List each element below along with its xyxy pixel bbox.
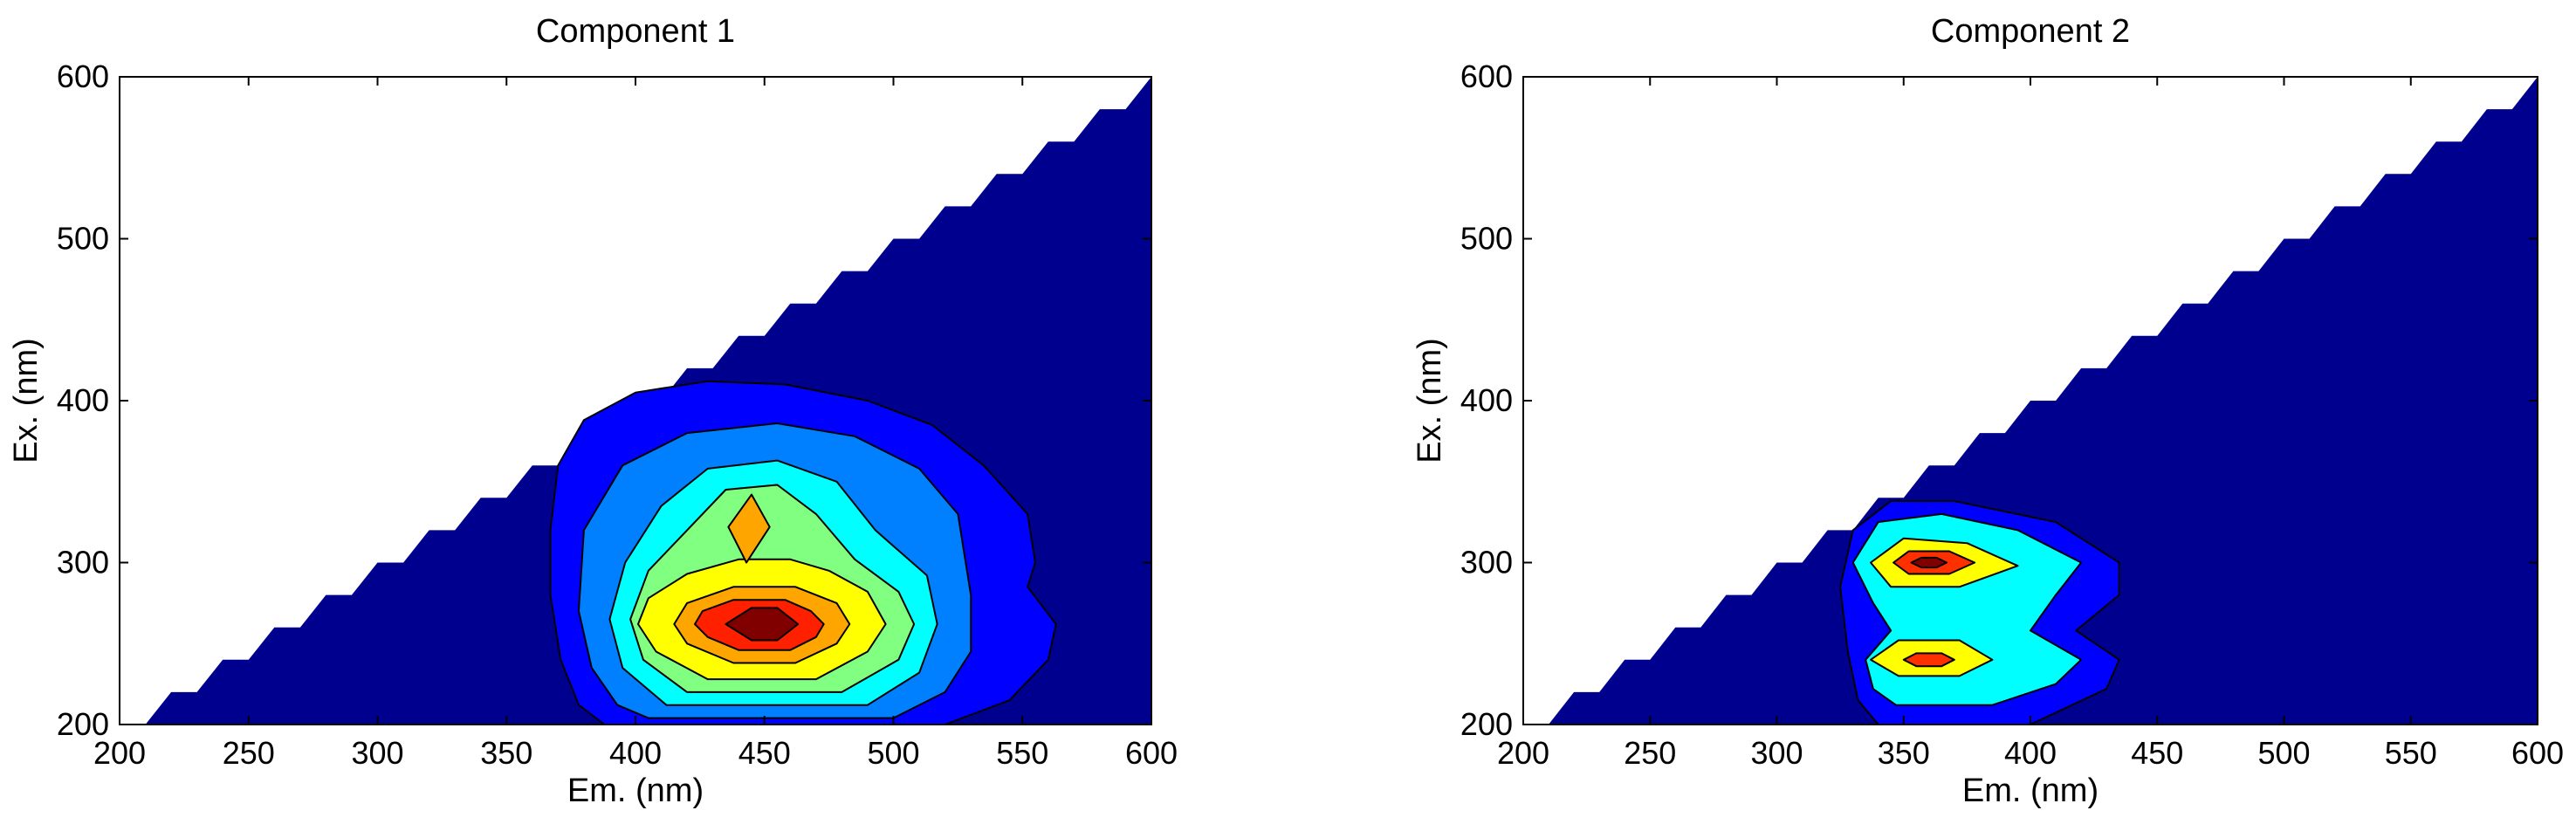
y-tick-label: 600 bbox=[57, 58, 109, 94]
x-tick-label: 550 bbox=[2385, 735, 2437, 771]
y-tick-label: 400 bbox=[1460, 382, 1513, 418]
y-tick-label: 200 bbox=[57, 706, 109, 742]
x-tick-label: 250 bbox=[223, 735, 275, 771]
lowest-level-region bbox=[1549, 77, 2538, 725]
contour-level-9 bbox=[725, 607, 800, 642]
y-tick-label: 500 bbox=[57, 221, 109, 257]
x-tick-label: 350 bbox=[1878, 735, 1930, 771]
x-tick-label: 250 bbox=[1624, 735, 1676, 771]
y-tick-label: 300 bbox=[57, 545, 109, 580]
x-tick-label: 200 bbox=[93, 735, 146, 771]
x-tick-label: 600 bbox=[2511, 735, 2564, 771]
component-1-panel: 200 250 300 350 400 450 500 550 600 200 300 400 500 6… bbox=[8, 13, 1178, 809]
x-tick-label: 300 bbox=[351, 735, 403, 771]
x-tick-label: 350 bbox=[480, 735, 532, 771]
x-axis-label-1: Em. (nm) bbox=[567, 773, 704, 809]
x-tick-label: 400 bbox=[2004, 735, 2057, 771]
y-tick-label: 400 bbox=[57, 382, 109, 418]
x-tick-label: 450 bbox=[2131, 735, 2183, 771]
x-tick-label: 550 bbox=[996, 735, 1048, 771]
component-2-panel: 200 250 300 350 400 450 500 550 600 200 300 400 500 6… bbox=[1412, 13, 2564, 809]
y-tick-label: 600 bbox=[1460, 58, 1513, 94]
x-tick-label: 500 bbox=[867, 735, 919, 771]
contour-level-6 bbox=[727, 493, 771, 564]
x-tick-label: 500 bbox=[2257, 735, 2310, 771]
plot-area-2: 200 250 300 350 400 450 500 550 600 200 300 400 500 6… bbox=[1460, 58, 2564, 771]
plot-area-1: 200 250 300 350 400 450 500 550 600 200 300 400 500 6… bbox=[57, 58, 1178, 771]
x-tick-label: 200 bbox=[1497, 735, 1549, 771]
x-axis-label-2: Em. (nm) bbox=[1962, 773, 2099, 809]
x-tick-label: 400 bbox=[609, 735, 662, 771]
x-tick-label: 450 bbox=[738, 735, 791, 771]
y-tick-label: 300 bbox=[1460, 545, 1513, 580]
x-tick-label: 300 bbox=[1750, 735, 1803, 771]
contour-level-7 bbox=[1910, 556, 1948, 569]
x-tick-label: 600 bbox=[1125, 735, 1178, 771]
contour-level-5 bbox=[1902, 652, 1955, 668]
y-tick-label: 500 bbox=[1460, 221, 1513, 257]
plot-title-1: Component 1 bbox=[536, 13, 735, 50]
y-axis-label-2: Ex. (nm) bbox=[1412, 338, 1448, 464]
plot-title-2: Component 2 bbox=[1931, 13, 2130, 50]
y-axis-label-1: Ex. (nm) bbox=[8, 338, 45, 464]
y-tick-label: 200 bbox=[1460, 706, 1513, 742]
